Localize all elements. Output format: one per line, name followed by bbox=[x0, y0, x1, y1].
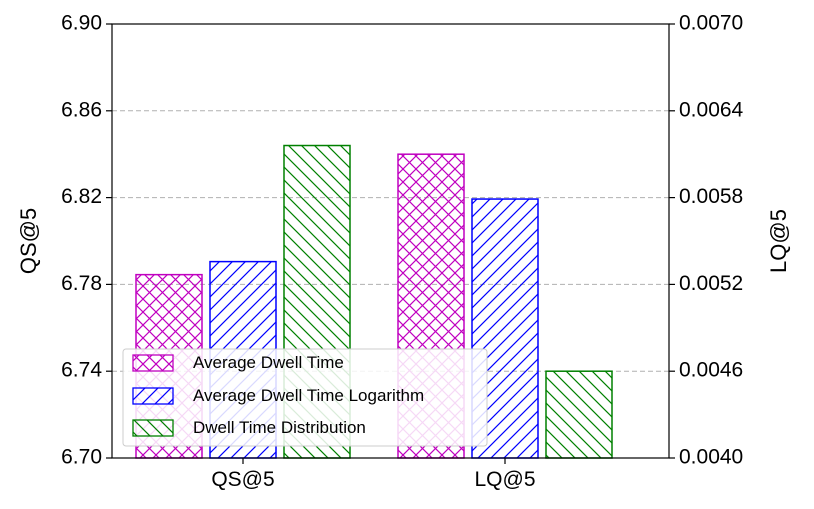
left-y-tick-label: 6.78 bbox=[61, 272, 102, 295]
left-y-tick-label: 6.90 bbox=[61, 12, 102, 35]
right-y-tick-label: 0.0046 bbox=[679, 359, 743, 382]
legend-swatch-dwell-time-distribution bbox=[132, 419, 174, 437]
right-y-axis: 0.0040 0.0046 0.0052 0.0058 0.0064 0.0070 bbox=[669, 12, 744, 469]
right-y-axis-label: LQ@5 bbox=[766, 209, 791, 273]
bar-lq-5-dwell-time-distribution bbox=[545, 370, 613, 459]
x-tick-label: QS@5 bbox=[211, 468, 274, 491]
left-y-axis-label: QS@5 bbox=[16, 208, 41, 274]
legend-box bbox=[122, 348, 488, 447]
right-y-tick-label: 0.0070 bbox=[679, 12, 743, 35]
x-axis: QS@5 LQ@5 bbox=[211, 458, 536, 491]
left-y-axis: 6.70 6.74 6.78 6.82 6.86 6.90 bbox=[61, 12, 112, 469]
right-y-tick-label: 0.0058 bbox=[679, 185, 743, 208]
left-y-tick-label: 6.74 bbox=[61, 359, 102, 382]
axes bbox=[111, 23, 670, 459]
plot-frame bbox=[111, 23, 670, 459]
right-y-tick-label: 0.0052 bbox=[679, 272, 743, 295]
legend-swatch-average-dwell-time bbox=[132, 354, 174, 372]
legend-label-average-dwell-time-logarithm: Average Dwell Time Logarithm bbox=[193, 386, 424, 405]
x-tick-label: LQ@5 bbox=[474, 468, 535, 491]
right-y-tick-label: 0.0040 bbox=[679, 446, 743, 469]
left-y-tick-label: 6.86 bbox=[61, 98, 102, 121]
legend-label-dwell-time-distribution: Dwell Time Distribution bbox=[193, 418, 366, 437]
left-y-tick-label: 6.70 bbox=[61, 446, 102, 469]
right-y-tick-label: 0.0064 bbox=[679, 98, 744, 121]
legend: Average Dwell Time Average Dwell Time Lo… bbox=[122, 348, 488, 447]
left-y-tick-label: 6.82 bbox=[61, 185, 102, 208]
legend-swatch-average-dwell-time-logarithm bbox=[132, 387, 174, 405]
legend-label-average-dwell-time: Average Dwell Time bbox=[193, 353, 344, 372]
